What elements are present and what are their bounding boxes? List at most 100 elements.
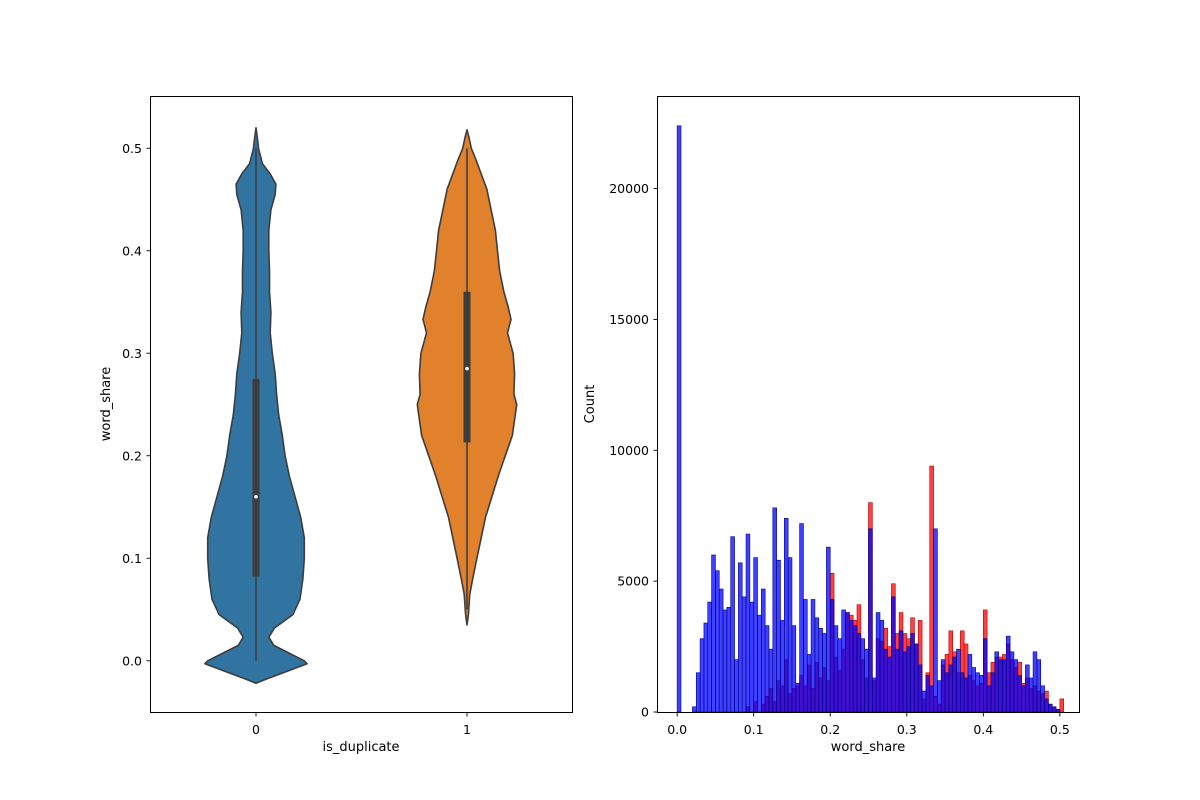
histogram-bar-blue <box>822 633 827 713</box>
histogram-bar-blue <box>1040 685 1045 713</box>
histogram-bar-blue <box>806 654 812 713</box>
histogram-y-tick-label: 20000 <box>609 181 649 196</box>
histogram-bar-blue <box>891 596 896 713</box>
histogram-bar-blue <box>1028 677 1034 713</box>
histogram-bar-blue <box>917 664 923 713</box>
histogram-bar-blue <box>772 507 777 713</box>
histogram-bar-blue <box>826 546 831 713</box>
violin-x-tick-label: 0 <box>252 722 260 737</box>
histogram-bar-blue <box>799 523 804 713</box>
histogram-x-tick-label: 0.1 <box>744 722 764 737</box>
histogram-bar-blue <box>1055 709 1061 713</box>
violin-y-tick-label: 0.5 <box>122 141 142 156</box>
histogram-bar-blue <box>768 648 774 713</box>
violin-x-tick-label: 1 <box>463 722 471 737</box>
histogram-bar-blue <box>948 664 953 713</box>
histogram-bar-blue <box>764 625 770 713</box>
histogram-bar-blue <box>883 648 888 713</box>
histogram-bar-blue <box>753 557 758 713</box>
histogram-bar-blue <box>875 612 881 713</box>
histogram-bar-blue <box>749 601 754 713</box>
histogram-bar-blue <box>1017 675 1022 713</box>
histogram-bar-blue <box>711 554 716 713</box>
histogram-bar-blue <box>860 638 865 713</box>
histogram-bar-blue <box>791 625 797 713</box>
violin-y-tick-label: 0.3 <box>122 346 142 361</box>
histogram-bar-blue <box>963 677 969 713</box>
histogram-bar-blue <box>898 630 904 713</box>
histogram-x-tick-label: 0.5 <box>1050 722 1070 737</box>
histogram-bar-blue <box>692 706 697 713</box>
histogram-bar-blue <box>722 609 728 713</box>
histogram-bar-blue <box>745 533 751 713</box>
histogram-bar-blue <box>738 562 743 713</box>
histogram-bar-blue <box>925 675 931 713</box>
histogram-x-tick-label: 0.4 <box>973 722 993 737</box>
histogram-bar-blue <box>795 682 800 713</box>
histogram-x-axis-label: word_share <box>831 740 906 755</box>
histogram-bar-blue <box>741 596 747 713</box>
histogram-bar-blue <box>906 646 911 713</box>
histogram-bar-blue <box>734 659 739 713</box>
histogram-bar-blue <box>726 607 732 713</box>
violin-x-axis-label: is_duplicate <box>322 740 399 755</box>
histogram-bar-blue <box>776 559 781 713</box>
histogram-bar-blue <box>829 599 835 713</box>
histogram-bar-blue <box>983 638 988 713</box>
histogram-bar-blue <box>1044 698 1049 713</box>
violin-y-tick-label: 0.2 <box>122 448 142 463</box>
histogram-bar-blue <box>718 588 724 713</box>
violin-y-tick-label: 0.1 <box>122 551 142 566</box>
histogram-bar-blue <box>872 677 877 713</box>
histogram-bar-red <box>1059 698 1064 713</box>
histogram-bar-blue <box>998 659 1003 713</box>
histogram-bar-blue <box>845 612 850 713</box>
violin-y-tick-label: 0.0 <box>122 653 142 668</box>
histogram-bar-blue <box>849 620 854 713</box>
histogram-bar-blue <box>1009 651 1015 713</box>
histogram-bar-blue <box>1048 703 1053 713</box>
histogram-bar-blue <box>868 528 873 713</box>
histogram-bar-blue <box>971 667 976 713</box>
histogram-bar-blue <box>1013 659 1019 713</box>
histogram-bar-blue <box>879 620 885 713</box>
histogram-bar-blue <box>841 609 846 713</box>
histogram-bar-blue <box>814 617 820 713</box>
histogram-bar-blue <box>818 627 823 713</box>
histogram-y-tick-label: 0 <box>641 705 649 720</box>
histogram-x-tick-label: 0.3 <box>897 722 917 737</box>
histogram-bar-blue <box>967 654 973 713</box>
histogram-x-tick-label: 0.0 <box>667 722 687 737</box>
histogram-bar-blue <box>864 648 869 713</box>
histogram-bar-blue <box>803 599 808 713</box>
histogram-bar-blue <box>856 633 862 713</box>
histogram-bar-blue <box>994 651 999 713</box>
histogram-x-tick-label: 0.2 <box>820 722 840 737</box>
histogram-bar-blue <box>952 656 957 713</box>
histogram-bar-blue <box>1005 635 1011 713</box>
violin-y-tick-label: 0.4 <box>122 243 142 258</box>
histogram-bar-blue <box>940 659 946 713</box>
histogram-bar-blue <box>979 675 984 713</box>
histogram-y-tick-label: 15000 <box>609 312 649 327</box>
histogram-bar-blue <box>887 656 892 713</box>
violin-median-0 <box>254 494 258 499</box>
histogram-bar-blue <box>703 622 709 713</box>
histogram-y-tick-label: 10000 <box>609 443 649 458</box>
histogram-bar-blue <box>1021 685 1026 713</box>
histogram-bar-blue <box>833 625 839 713</box>
histogram-bar-blue <box>715 570 720 713</box>
histogram-bar-blue <box>676 125 682 713</box>
histogram-bar-blue <box>914 643 919 713</box>
histogram-x-ticks: 0.0 0.1 0.2 0.3 0.4 0.5 <box>667 712 1070 737</box>
histogram-bar-blue <box>921 690 927 713</box>
histogram-bar-blue <box>933 528 938 713</box>
histogram-bar-blue <box>757 614 762 713</box>
histogram-bar-blue <box>761 588 766 713</box>
histogram-bar-blue <box>810 599 816 713</box>
histogram-bar-blue <box>707 601 712 713</box>
histogram-bar-blue <box>1025 664 1030 713</box>
histogram-bar-blue <box>894 648 900 713</box>
histogram-bar-blue <box>1036 659 1042 713</box>
